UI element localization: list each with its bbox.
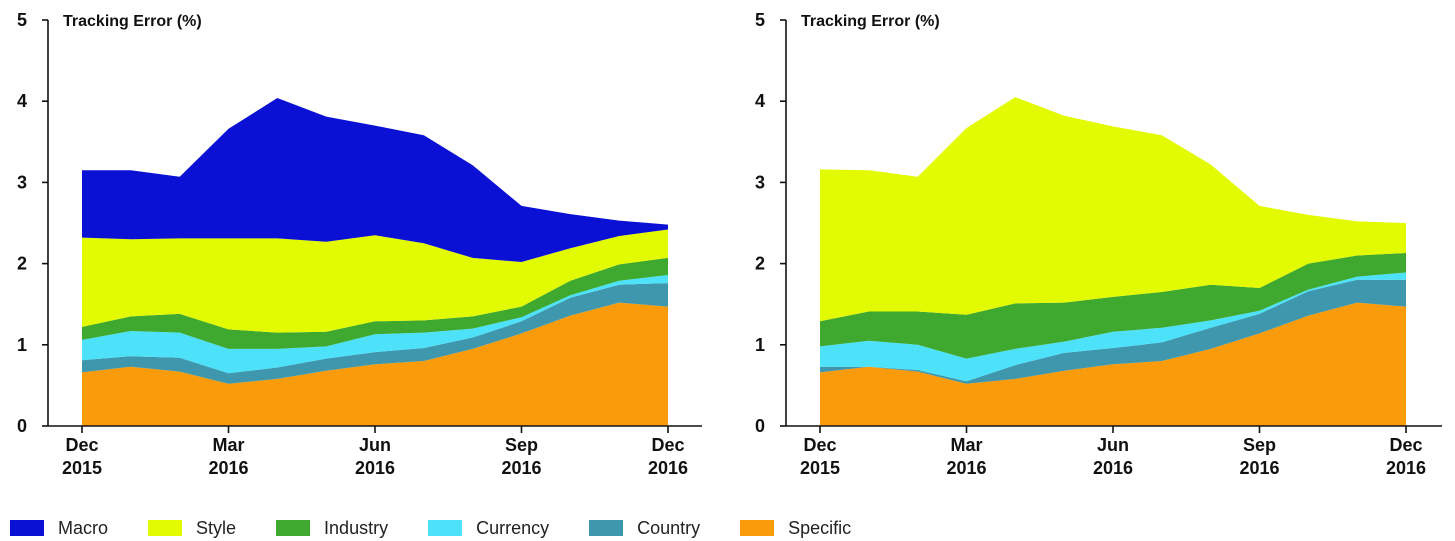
y-tick-label: 1 [755, 335, 765, 355]
x-tick-label-month: Mar [950, 435, 982, 455]
x-tick-label-year: 2016 [208, 458, 248, 478]
x-tick-label-month: Jun [1097, 435, 1129, 455]
x-tick-label-month: Sep [1243, 435, 1276, 455]
legend-label-industry: Industry [324, 517, 389, 538]
area-industry [820, 253, 1406, 359]
x-tick-label-month: Dec [651, 435, 684, 455]
legend-item-industry: Industry [276, 518, 388, 539]
chart-title: Tracking Error (%) [801, 13, 940, 30]
area-country [82, 283, 668, 384]
legend-label-style: Style [196, 517, 237, 538]
legend-item-currency: Currency [428, 518, 549, 539]
y-tick-label: 2 [17, 254, 27, 274]
area-currency [82, 275, 668, 374]
x-tick-label-year: 2016 [1239, 458, 1279, 478]
legend-item-country: Country [589, 518, 700, 539]
legend-swatch-macro [10, 520, 44, 536]
y-tick-label: 4 [755, 91, 765, 111]
legend-label-country: Country [637, 517, 701, 538]
area-style [820, 97, 1406, 322]
legend-swatch-style [148, 520, 183, 536]
x-tick-label-month: Sep [505, 435, 538, 455]
legend-item-style: Style [148, 518, 236, 539]
x-tick-label-month: Mar [212, 435, 244, 455]
legend-swatch-industry [276, 520, 311, 536]
x-tick-label-year: 2016 [501, 458, 541, 478]
x-tick-label-year: 2016 [1093, 458, 1133, 478]
legend-label-specific: Specific [788, 517, 852, 538]
area-industry [82, 257, 668, 349]
x-tick-label-year: 2015 [62, 458, 102, 478]
x-tick-label-year: 2016 [946, 458, 986, 478]
legend-label-macro: Macro [58, 517, 109, 538]
x-tick-label-year: 2016 [1386, 458, 1426, 478]
x-tick-label-month: Dec [1389, 435, 1422, 455]
x-tick-label-year: 2016 [648, 458, 688, 478]
y-tick-label: 3 [755, 172, 765, 192]
legend: Macro Style Industry Currency Country Sp… [10, 515, 891, 541]
area-macro [82, 98, 668, 262]
legend-swatch-specific [740, 520, 775, 536]
legend-swatch-country [589, 520, 624, 536]
y-tick-label: 3 [17, 172, 27, 192]
x-tick-label-year: 2015 [800, 458, 840, 478]
legend-item-specific: Specific [740, 518, 851, 539]
legend-label-currency: Currency [476, 517, 550, 538]
area-style [82, 229, 668, 333]
y-tick-label: 1 [17, 335, 27, 355]
y-tick-label: 2 [755, 254, 765, 274]
right-chart: 0 1 2 3 4 5 Dec 2015 Mar 2016 Jun 2016 Sep 2016 Dec 201… [755, 10, 1442, 478]
y-tick-label: 4 [17, 91, 27, 111]
x-tick-label-month: Jun [359, 435, 391, 455]
y-tick-label: 0 [17, 416, 27, 436]
chart-title: Tracking Error (%) [63, 13, 202, 30]
x-tick-label-year: 2016 [355, 458, 395, 478]
area-country [820, 279, 1406, 384]
x-tick-label-month: Dec [65, 435, 98, 455]
x-tick-label-month: Dec [803, 435, 836, 455]
charts-canvas: 012345Dec2015Mar2016Jun2016Sep2016Dec201… [17, 10, 1442, 478]
legend-swatch-currency [428, 520, 463, 536]
legend-item-macro: Macro [10, 518, 108, 539]
y-tick-label: 5 [755, 10, 765, 30]
left-chart: 0 1 2 3 4 5 Dec 2015 Mar 2016 Jun 2016 Sep 2016 Dec 201… [17, 10, 702, 478]
y-tick-label: 5 [17, 10, 27, 30]
y-tick-label: 0 [755, 416, 765, 436]
